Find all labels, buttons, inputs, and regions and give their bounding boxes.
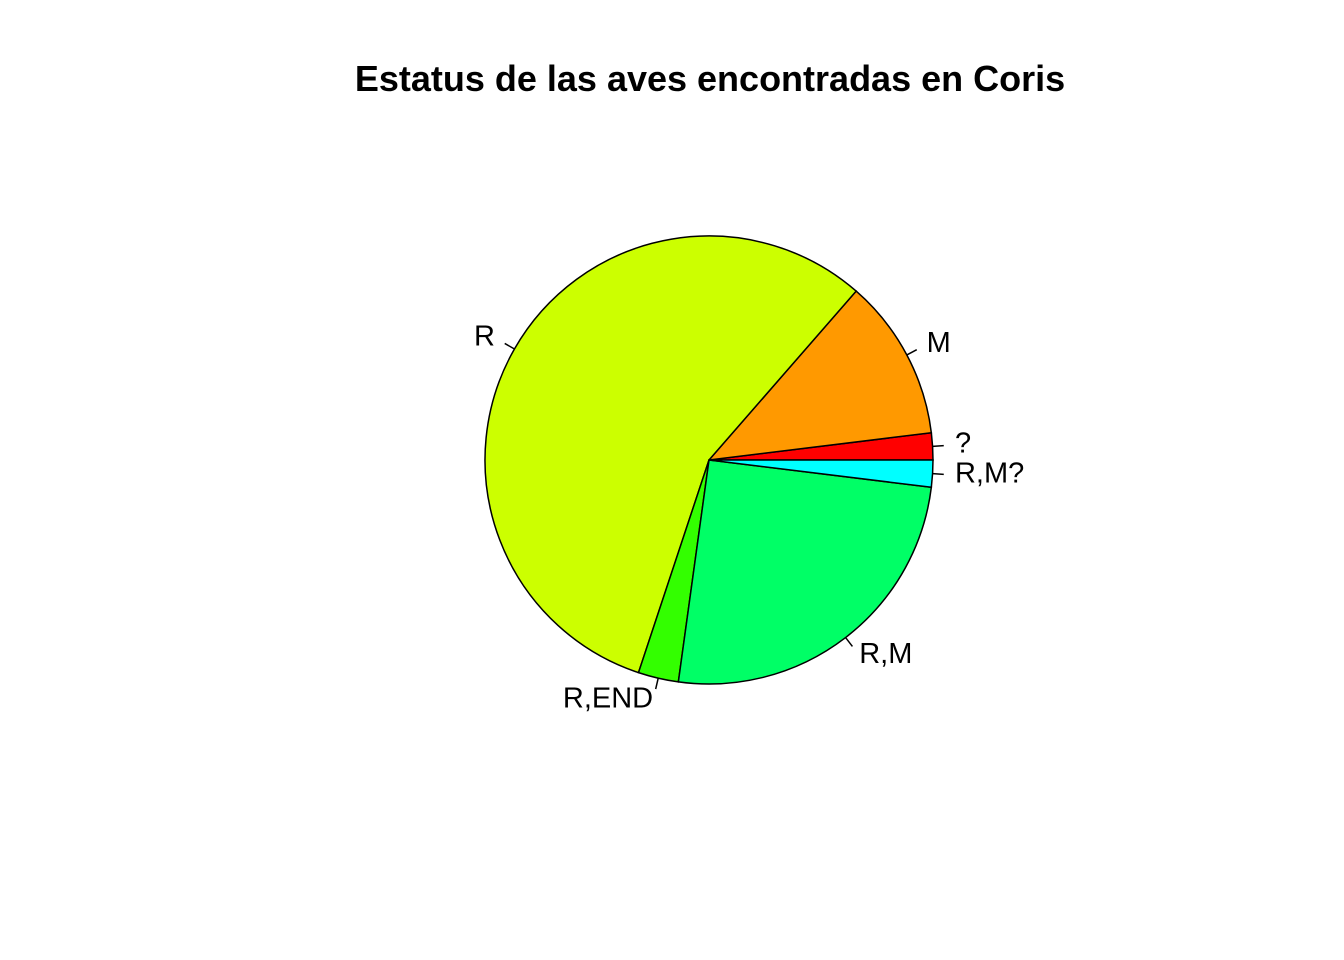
chart-title: Estatus de las aves encontradas en Coris (354, 58, 1066, 99)
label-tick-q (932, 444, 944, 448)
pie-label-r-end: R,END (563, 683, 653, 715)
label-tick-r-end (654, 677, 659, 690)
pie-label-q: ? (955, 428, 971, 460)
pie-slice-r-mq (708, 459, 934, 489)
pie-label-ticks (504, 342, 944, 690)
pie-slice-r (484, 235, 858, 674)
pie-label-r-m: R,M (859, 638, 912, 670)
pie-label-r: R (474, 321, 495, 353)
pie-label-m: M (927, 327, 951, 359)
label-tick-r (504, 342, 515, 350)
label-tick-m (906, 349, 918, 356)
label-tick-r-mq (932, 472, 944, 476)
label-tick-r-m (844, 637, 854, 647)
pie-labels: ? M R R,END R,M R,M? (474, 321, 1024, 715)
pie-slice-r-m (677, 459, 933, 685)
pie-slices (484, 235, 934, 685)
pie-label-r-mq: R,M? (955, 458, 1024, 490)
